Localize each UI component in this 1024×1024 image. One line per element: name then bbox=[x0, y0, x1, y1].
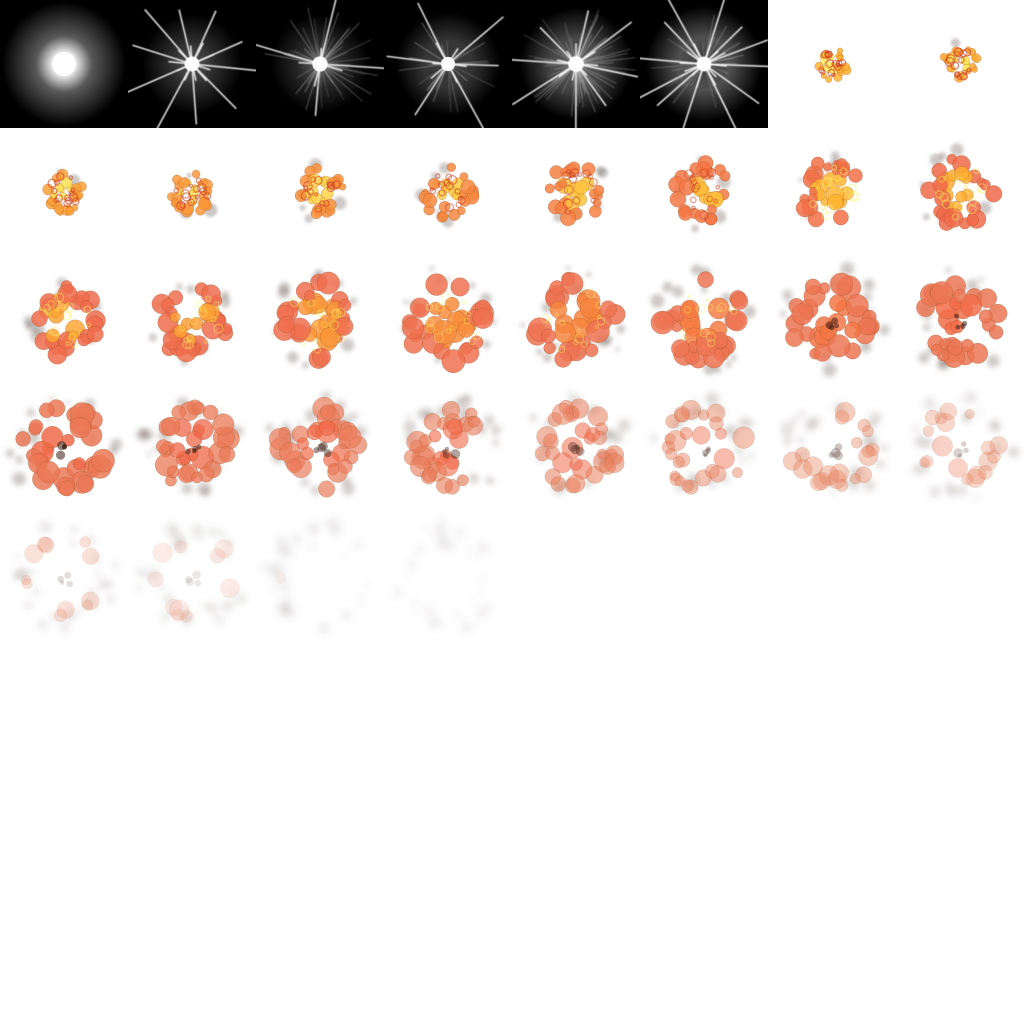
explosion-frame-8 bbox=[640, 128, 768, 256]
fireball-cloud bbox=[42, 168, 87, 216]
fireball-hotspots bbox=[935, 167, 987, 221]
flare-frame-6 bbox=[640, 0, 768, 128]
fireball-hotspots bbox=[429, 173, 466, 213]
scorch-core bbox=[57, 571, 74, 588]
explosion-frame-18 bbox=[896, 256, 1024, 384]
fireball-hotspots bbox=[540, 289, 606, 354]
fireball-hotspots bbox=[809, 164, 861, 220]
explosion-frame-16 bbox=[640, 256, 768, 384]
flare-frame-2 bbox=[128, 0, 256, 128]
smoke-puffs bbox=[950, 38, 961, 48]
fireball-hotspots bbox=[43, 292, 92, 349]
smoke-puffs bbox=[912, 391, 1020, 501]
scorch-core bbox=[567, 441, 585, 456]
explosion-frame-12 bbox=[128, 256, 256, 384]
scorch-core bbox=[313, 441, 332, 458]
scorch-core bbox=[702, 446, 712, 458]
scorch-core bbox=[442, 446, 461, 459]
flare-frame-3 bbox=[256, 0, 384, 128]
fireball-hotspots bbox=[300, 175, 341, 213]
fireball-cloud bbox=[20, 536, 100, 623]
explosion-frame-22 bbox=[384, 384, 512, 512]
fireball-hotspots bbox=[818, 50, 847, 77]
fireball-hotspots bbox=[680, 294, 738, 348]
flare-frame-4 bbox=[384, 0, 512, 128]
fireball-cloud bbox=[15, 399, 115, 497]
explosion-frame-3 bbox=[0, 128, 128, 256]
explosion-frame-2 bbox=[896, 0, 1024, 128]
fireball-hotspots bbox=[178, 295, 224, 350]
explosion-frame-24 bbox=[640, 384, 768, 512]
fireball-cloud bbox=[795, 156, 863, 228]
scorch-core bbox=[825, 317, 839, 331]
fireball-cloud bbox=[650, 271, 749, 369]
explosion-frame-30 bbox=[384, 512, 512, 640]
explosion-frame-28 bbox=[128, 512, 256, 640]
explosion-frame-10 bbox=[896, 128, 1024, 256]
explosion-frame-15 bbox=[512, 256, 640, 384]
explosion-frame-4 bbox=[128, 128, 256, 256]
scorch-core bbox=[184, 570, 202, 587]
smoke-puffs bbox=[650, 391, 754, 493]
fireball-cloud bbox=[401, 273, 494, 374]
explosion-frame-9 bbox=[768, 128, 896, 256]
fireball-cloud bbox=[668, 155, 731, 226]
fireball-cloud bbox=[919, 402, 1008, 489]
fireball-cloud bbox=[525, 271, 626, 368]
fireball-hotspots bbox=[173, 177, 212, 211]
fireball-hotspots bbox=[425, 291, 481, 346]
explosion-frame-29 bbox=[256, 512, 384, 640]
explosion-frame-1 bbox=[768, 0, 896, 128]
fireball-cloud bbox=[275, 572, 287, 584]
fireball-cloud bbox=[403, 401, 484, 495]
explosion-frame-5 bbox=[256, 128, 384, 256]
explosion-frame-6 bbox=[384, 128, 512, 256]
scorch-core bbox=[185, 444, 202, 455]
fireball-cloud bbox=[782, 402, 880, 492]
fireball-cloud bbox=[151, 282, 234, 363]
fireball-cloud bbox=[661, 399, 755, 495]
scorch-core bbox=[55, 441, 68, 460]
explosion-frame-13 bbox=[256, 256, 384, 384]
fireball-hotspots bbox=[47, 172, 80, 208]
flare-frame-1 bbox=[0, 0, 128, 128]
fireball-hotspots bbox=[289, 297, 346, 354]
smoke-puffs bbox=[780, 402, 889, 495]
fireball-cloud bbox=[534, 398, 625, 494]
explosion-frame-21 bbox=[256, 384, 384, 512]
scorch-core bbox=[953, 441, 969, 458]
explosion-frame-19 bbox=[0, 384, 128, 512]
explosion-frame-7 bbox=[512, 128, 640, 256]
explosion-frame-11 bbox=[0, 256, 128, 384]
fireball-cloud bbox=[920, 153, 1003, 231]
fireball-cloud bbox=[268, 396, 368, 498]
flare-frame-5 bbox=[512, 0, 640, 128]
smoke-puffs bbox=[261, 516, 369, 635]
scorch-core bbox=[828, 443, 843, 461]
explosion-frame-26 bbox=[896, 384, 1024, 512]
fireball-cloud bbox=[916, 275, 1008, 368]
smoke-puffs bbox=[135, 522, 247, 626]
fireball-cloud bbox=[939, 46, 982, 83]
explosion-frame-23 bbox=[512, 384, 640, 512]
scorch-core bbox=[954, 313, 968, 330]
fireball-cloud bbox=[147, 539, 240, 623]
explosion-frame-20 bbox=[128, 384, 256, 512]
explosion-frame-25 bbox=[768, 384, 896, 512]
smoke-puffs bbox=[12, 520, 119, 633]
smoke-puffs bbox=[392, 518, 492, 634]
fireball-cloud bbox=[785, 272, 880, 362]
fireball-cloud bbox=[154, 399, 240, 487]
explosion-frame-27 bbox=[0, 512, 128, 640]
fireball-cloud bbox=[418, 162, 480, 223]
fireball-hotspots bbox=[944, 47, 972, 81]
fireball-cloud bbox=[273, 271, 354, 369]
fireball-hotspots bbox=[684, 167, 721, 220]
fireball-hotspots bbox=[561, 168, 598, 215]
fireball-cloud bbox=[31, 280, 106, 365]
explosion-frame-17 bbox=[768, 256, 896, 384]
explosion-frame-14 bbox=[384, 256, 512, 384]
